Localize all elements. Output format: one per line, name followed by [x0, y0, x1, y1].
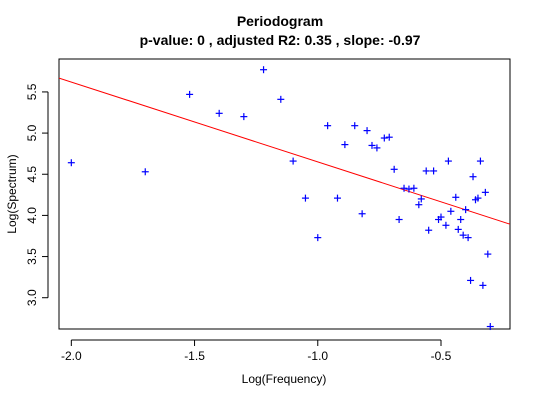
data-point: [442, 221, 450, 229]
y-tick-label: 3.0: [25, 289, 39, 306]
data-point: [462, 206, 470, 214]
data-point: [447, 207, 455, 215]
data-point: [368, 141, 376, 149]
y-axis-label: Log(Spectrum): [5, 154, 19, 233]
data-point: [484, 250, 492, 258]
data-point: [410, 184, 418, 192]
data-point: [430, 167, 438, 175]
data-point: [373, 144, 381, 152]
data-point: [476, 157, 484, 165]
y-tick-label: 4.5: [25, 166, 39, 183]
data-point: [474, 194, 482, 202]
data-point: [481, 188, 489, 196]
x-tick-label: -1.0: [307, 349, 328, 363]
data-point: [405, 185, 413, 193]
chart-subtitle: p-value: 0 , adjusted R2: 0.35 , slope: …: [140, 32, 421, 48]
data-point: [358, 210, 366, 218]
data-point: [380, 134, 388, 142]
data-point: [467, 276, 475, 284]
data-point: [390, 165, 398, 173]
chart-title: Periodogram: [237, 13, 323, 29]
data-point: [215, 109, 223, 117]
data-point: [464, 234, 472, 242]
x-tick-label: -1.5: [184, 349, 205, 363]
x-axis-label: Log(Frequency): [242, 372, 327, 386]
fit-line-layer: [59, 77, 510, 225]
data-point: [333, 194, 341, 202]
data-point: [452, 193, 460, 201]
data-point: [363, 127, 371, 135]
data-point: [422, 167, 430, 175]
data-point: [324, 122, 332, 130]
data-point: [385, 133, 393, 141]
y-axis: 3.0 3.5 4.0 4.5 5.0 5.5: [25, 83, 49, 306]
data-point: [400, 184, 408, 192]
data-point: [67, 159, 75, 167]
data-point: [457, 216, 465, 224]
data-point: [289, 157, 297, 165]
data-point: [301, 194, 309, 202]
y-tick-label: 4.0: [25, 207, 39, 224]
data-point: [395, 216, 403, 224]
data-point: [314, 234, 322, 242]
data-point: [141, 168, 149, 176]
x-axis: -2.0 -1.5 -1.0 -0.5: [61, 339, 452, 363]
y-tick-label: 3.5: [25, 248, 39, 265]
points-layer: [67, 66, 494, 331]
data-point: [486, 323, 494, 331]
plot-frame: [58, 58, 511, 330]
data-point: [351, 122, 359, 130]
data-point: [415, 201, 423, 209]
y-tick-label: 5.5: [25, 83, 39, 100]
data-point: [444, 157, 452, 165]
x-tick-label: -2.0: [61, 349, 82, 363]
data-point: [469, 173, 477, 181]
regression-line: [59, 77, 510, 225]
data-point: [479, 281, 487, 289]
data-point: [341, 141, 349, 149]
data-point: [186, 90, 194, 98]
data-point: [437, 213, 445, 221]
data-point: [260, 66, 268, 74]
data-point: [454, 225, 462, 233]
data-point: [425, 226, 433, 234]
x-tick-label: -0.5: [431, 349, 452, 363]
data-point: [417, 195, 425, 203]
data-point: [459, 231, 467, 239]
data-point: [277, 95, 285, 103]
data-point: [240, 113, 248, 121]
y-tick-label: 5.0: [25, 124, 39, 141]
